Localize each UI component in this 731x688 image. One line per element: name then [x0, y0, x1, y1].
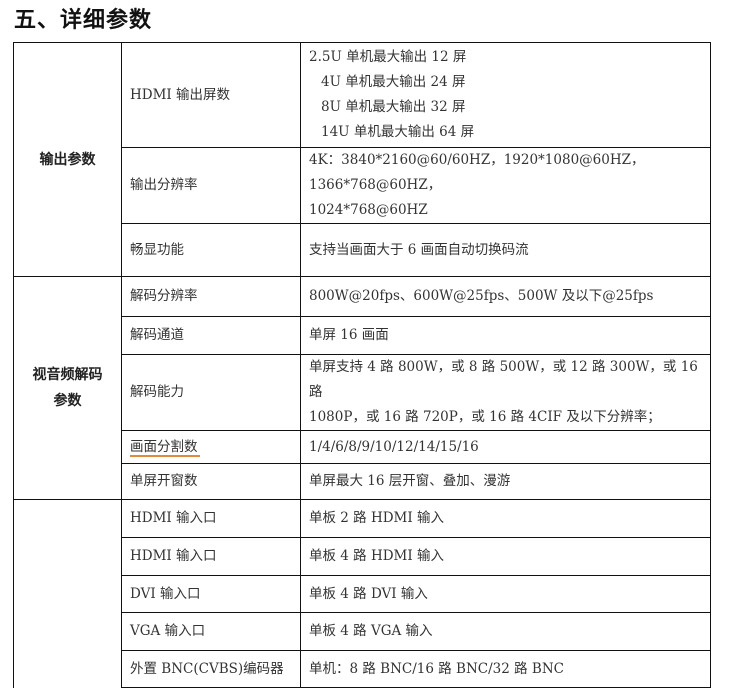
param-value-line: 800W@20fps、600W@25fps、500W 及以下@25fps: [309, 288, 654, 304]
param-value-line: 4K：3840*2160@60/60HZ，1920*1080@60HZ，1366…: [309, 152, 645, 193]
group-label: 视音频解码 参数: [13, 276, 122, 500]
param-name: 外置 BNC(CVBS)编码器: [130, 660, 284, 677]
param-value-line: 4U 单机最大输出 24 屏: [321, 74, 466, 90]
param-name: 解码通道: [130, 327, 184, 343]
table-row: 解码通道 单屏 16 画面: [14, 316, 711, 355]
group-label: 输出参数: [13, 42, 122, 277]
table-row: 输出分辨率 4K：3840*2160@60/60HZ，1920*1080@60HZ…: [14, 147, 711, 224]
table-row: 输出参数 HDMI 输出屏数 2.5U 单机最大输出 12 屏 4U 单机最大输出 2…: [13, 42, 711, 277]
param-name-cell: 解码能力: [121, 354, 301, 431]
param-name-cell: DVI 输入口: [121, 575, 301, 613]
param-value-cell: 2.5U 单机最大输出 12 屏 4U 单机最大输出 24 屏 8U 单机最大输出 …: [300, 42, 711, 148]
param-name: 输出分辨率: [130, 177, 198, 193]
param-name-cell: 单屏开窗数: [121, 463, 301, 500]
param-name: 解码能力: [130, 384, 184, 400]
param-value-line: 单屏最大 16 层开窗、叠加、漫游: [309, 473, 511, 489]
param-value-cell: 单屏支持 4 路 800W，或 8 路 500W，或 12 路 300W，或 1…: [300, 354, 711, 431]
param-value-cell: 单板 2 路 HDMI 输入: [300, 499, 711, 538]
table-row: 单屏开窗数 单屏最大 16 层开窗、叠加、漫游: [14, 463, 711, 500]
param-value-cell: 支持当画面大于 6 画面自动切换码流: [300, 223, 711, 277]
param-value-line: 1024*768@60HZ: [309, 202, 428, 218]
param-name: DVI 输入口: [130, 585, 201, 602]
table-row: HDMI 输入口 单板 2 路 HDMI 输入: [13, 499, 711, 688]
table-row: 畅显功能 支持当画面大于 6 画面自动切换码流: [14, 223, 711, 277]
param-name-cell: 外置 BNC(CVBS)编码器: [121, 650, 301, 688]
param-value-cell: 800W@20fps、600W@25fps、500W 及以下@25fps: [300, 276, 711, 317]
param-name: HDMI 输入口: [130, 548, 217, 564]
param-value-cell: 1/4/6/8/9/10/12/14/15/16: [300, 430, 711, 464]
param-value-cell: 单屏最大 16 层开窗、叠加、漫游: [300, 463, 711, 500]
param-value-cell: 单屏 16 画面: [300, 316, 711, 355]
param-name-cell: 输出分辨率: [121, 147, 301, 224]
param-value-line: 8U 单机最大输出 32 屏: [321, 99, 466, 115]
param-value-line: 单屏 16 画面: [309, 327, 389, 343]
table-row: DVI 输入口 单板 4 路 DVI 输入: [14, 575, 711, 613]
param-value-line: 单屏支持 4 路 800W，或 8 路 500W，或 12 路 300W，或 1…: [309, 359, 698, 400]
param-value-line: 14U 单机最大输出 64 屏: [321, 124, 475, 140]
param-value-line: 单机：8 路 BNC/16 路 BNC/32 路 BNC: [309, 660, 564, 677]
table-row: 视音频解码 参数 解码分辨率 800W@20fps、600W@25fps、500W 及…: [13, 276, 711, 500]
section-title: 五、详细参数: [14, 8, 153, 33]
param-value-line: 单板 4 路 VGA 输入: [309, 623, 433, 639]
param-value-line: 2.5U 单机最大输出 12 屏: [309, 49, 467, 65]
param-value-cell: 单机：8 路 BNC/16 路 BNC/32 路 BNC: [300, 650, 711, 688]
param-value-line: 1080P，或 16 路 720P，或 16 路 4CIF 及以下分辨率；: [309, 409, 661, 425]
param-value-line: 1/4/6/8/9/10/12/14/15/16: [309, 438, 479, 455]
param-name-cell: HDMI 输出屏数: [121, 42, 301, 148]
param-name-cell: HDMI 输入口: [121, 537, 301, 576]
group-label-line: 视音频解码: [32, 367, 103, 383]
param-name: VGA 输入口: [130, 623, 206, 639]
param-value-cell: 4K：3840*2160@60/60HZ，1920*1080@60HZ，1366…: [300, 147, 711, 224]
param-name: 画面分割数: [130, 438, 198, 455]
spec-table: 输出参数 HDMI 输出屏数 2.5U 单机最大输出 12 屏 4U 单机最大输出 2…: [13, 42, 711, 688]
param-name-cell: 解码通道: [121, 316, 301, 355]
param-name: 单屏开窗数: [130, 473, 198, 489]
param-value-line: 单板 4 路 HDMI 输入: [309, 548, 445, 564]
param-value-line: 单板 4 路 DVI 输入: [309, 585, 428, 602]
param-value-line: 支持当画面大于 6 画面自动切换码流: [309, 241, 529, 258]
param-name-cell: 解码分辨率: [121, 276, 301, 317]
param-name: HDMI 输出屏数: [130, 86, 231, 103]
table-row: HDMI 输入口 单板 4 路 HDMI 输入: [14, 537, 711, 576]
group-label: [13, 499, 122, 688]
table-row: 解码能力 单屏支持 4 路 800W，或 8 路 500W，或 12 路 300W…: [14, 354, 711, 431]
group-label-line: 输出参数: [39, 151, 96, 168]
param-name: 解码分辨率: [130, 288, 198, 304]
param-name-cell: HDMI 输入口: [121, 499, 301, 538]
param-value-cell: 单板 4 路 DVI 输入: [300, 575, 711, 613]
group-label-line: 参数: [53, 393, 82, 409]
table-row: 画面分割数 1/4/6/8/9/10/12/14/15/16: [14, 430, 711, 464]
param-value-line: 单板 2 路 HDMI 输入: [309, 510, 445, 526]
param-name-cell: VGA 输入口: [121, 612, 301, 651]
param-value-cell: 单板 4 路 HDMI 输入: [300, 537, 711, 576]
param-name: HDMI 输入口: [130, 510, 217, 526]
param-name: 畅显功能: [130, 241, 184, 258]
param-value-cell: 单板 4 路 VGA 输入: [300, 612, 711, 651]
param-name-cell: 畅显功能: [121, 223, 301, 277]
param-name-cell: 画面分割数: [121, 430, 301, 464]
